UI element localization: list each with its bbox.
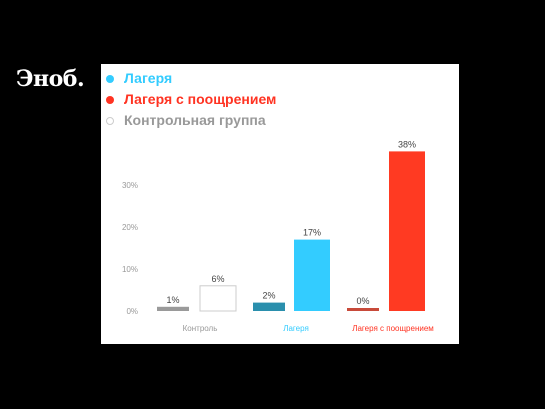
brand-logo: Эноб. [16,66,85,92]
legend-swatch-camps [106,74,114,83]
legend-item-camps: Лагеря [104,68,276,89]
legend-item-camps-reward: Лагеря с поощрением [104,89,276,110]
bar [389,151,425,311]
bar [253,302,285,311]
legend-label-control: Контрольная группа [124,112,266,128]
bar-value-label: 17% [303,228,321,238]
bar-value-label: 6% [211,274,224,284]
x-category-label: Лагеря с поощрением [352,324,434,333]
bar [347,308,379,311]
bar-value-label: 1% [166,295,179,305]
legend-label-camps: Лагеря [124,70,173,86]
y-tick-label: 10% [122,265,138,274]
x-category-label: Контроль [183,324,218,333]
y-tick-label: 30% [122,181,138,190]
legend-label-camps-reward: Лагеря с поощрением [124,91,277,107]
legend-item-control: Контрольная группа [104,110,276,131]
bar [199,285,237,312]
legend-swatch-camps-reward [106,95,114,104]
bar-value-label: 0% [356,296,369,306]
x-category-label: Лагеря [283,324,309,333]
y-tick-label: 20% [122,223,138,232]
legend-swatch-control [106,116,114,125]
chart-legend: Лагеря Лагеря с поощрением Контрольная г… [104,68,276,131]
y-tick-label: 0% [126,307,138,316]
bar [157,306,189,311]
bar-value-label: 38% [398,139,416,149]
bar-value-label: 2% [262,291,275,301]
bar [294,239,330,311]
